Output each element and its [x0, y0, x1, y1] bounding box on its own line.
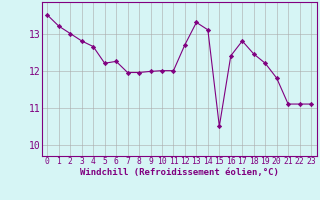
X-axis label: Windchill (Refroidissement éolien,°C): Windchill (Refroidissement éolien,°C) — [80, 168, 279, 177]
